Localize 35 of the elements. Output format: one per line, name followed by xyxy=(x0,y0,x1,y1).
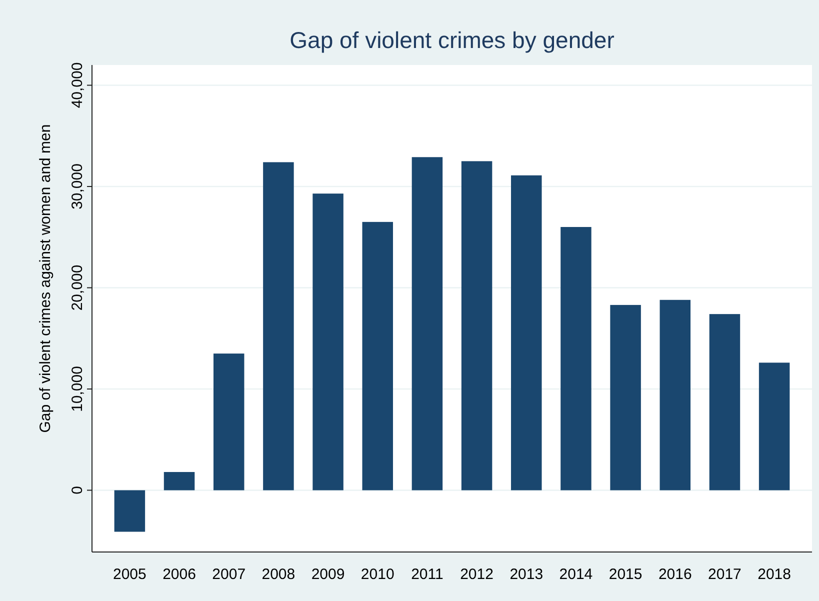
x-tick-label: 2013 xyxy=(510,566,544,583)
bar xyxy=(263,162,294,490)
bar xyxy=(461,161,492,490)
bar xyxy=(362,222,393,490)
chart-title: Gap of violent crimes by gender xyxy=(290,27,615,53)
y-tick-label: 20,000 xyxy=(69,264,86,311)
bar xyxy=(560,226,592,490)
y-tick-label: 30,000 xyxy=(69,164,86,210)
x-tick-label: 2014 xyxy=(559,566,593,583)
x-tick-label: 2016 xyxy=(658,566,692,583)
bar xyxy=(412,157,443,490)
bar xyxy=(213,354,244,490)
y-tick-label: 40,000 xyxy=(69,62,86,108)
x-tick-label: 2005 xyxy=(113,566,146,583)
x-tick-label: 2006 xyxy=(162,566,196,583)
x-tick-label: 2018 xyxy=(758,566,791,583)
x-tick-label: 2012 xyxy=(460,566,494,583)
bar xyxy=(660,300,691,490)
y-tick-label: 0 xyxy=(69,486,86,494)
x-tick-label: 2010 xyxy=(360,566,394,583)
bar xyxy=(114,490,146,532)
x-tick-label: 2009 xyxy=(311,566,345,583)
bar xyxy=(511,175,542,490)
y-axis-title: Gap of violent crimes against women and men xyxy=(37,124,54,433)
x-tick-label: 2015 xyxy=(608,566,642,583)
x-tick-label: 2007 xyxy=(212,566,246,583)
y-tick-label: 10,000 xyxy=(69,366,86,412)
bar xyxy=(758,362,790,490)
bar xyxy=(164,472,195,490)
bar xyxy=(312,194,344,490)
bar xyxy=(610,304,641,490)
x-tick-label: 2017 xyxy=(708,566,742,583)
bar xyxy=(709,314,740,490)
x-tick-label: 2008 xyxy=(262,566,296,583)
x-tick-label: 2011 xyxy=(411,566,444,583)
